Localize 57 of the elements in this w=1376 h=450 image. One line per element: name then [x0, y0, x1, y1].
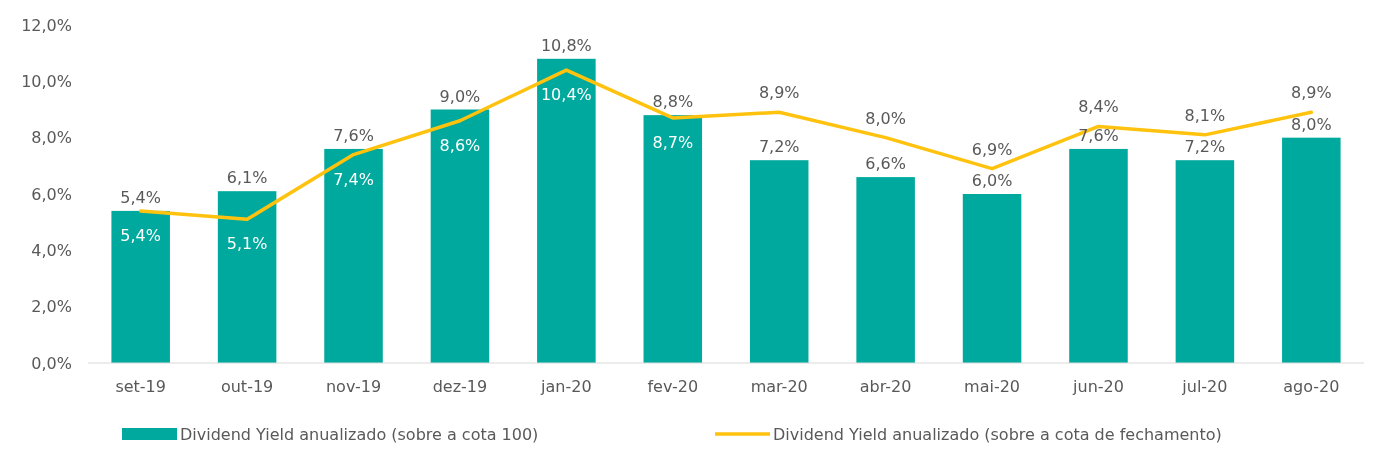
data-label: 5,4%	[120, 225, 162, 245]
x-tick-label: jun-20	[1072, 377, 1124, 396]
data-label: 7,2%	[758, 137, 800, 157]
x-tick-label: abr-20	[859, 377, 912, 396]
bar	[430, 109, 490, 363]
x-tick-label: dez-19	[432, 377, 488, 396]
data-label: 7,6%	[333, 125, 374, 145]
bar	[856, 177, 915, 363]
data-label: 9,0%	[439, 86, 481, 106]
data-label: 8,7%	[652, 132, 694, 152]
data-label: 7,6%	[1078, 125, 1119, 145]
y-tick-label: 6,0%	[31, 184, 72, 204]
legend-label: Dividend Yield anualizado (sobre a cota 100)	[180, 425, 539, 444]
bar	[1069, 148, 1128, 363]
bar	[111, 210, 170, 363]
bar	[749, 160, 809, 363]
data-label: 8,6%	[439, 135, 481, 155]
data-label: 8,9%	[1290, 83, 1332, 103]
legend-label: Dividend Yield anualizado (sobre a cota de fechamento)	[773, 425, 1222, 444]
data-label: 5,4%	[120, 187, 162, 207]
x-tick-label: set-19	[115, 377, 166, 396]
data-label: 6,1%	[226, 168, 268, 188]
data-label: 6,6%	[865, 154, 906, 174]
data-label: 8,0%	[865, 108, 906, 128]
data-label: 8,4%	[1078, 97, 1119, 117]
bar	[324, 148, 383, 363]
y-tick-label: 0,0%	[31, 353, 72, 373]
x-tick-label: mar-20	[750, 377, 808, 396]
data-label: 10,4%	[540, 85, 592, 105]
x-tick-label: mai-20	[964, 377, 1021, 396]
bar	[217, 191, 277, 363]
data-label: 6,9%	[971, 139, 1013, 159]
y-tick-label: 8,0%	[31, 128, 72, 148]
y-tick-label: 12,0%	[21, 15, 72, 35]
data-label: 7,2%	[1184, 137, 1226, 157]
data-label: 5,1%	[226, 234, 268, 254]
bar	[643, 115, 703, 363]
y-tick-label: 2,0%	[31, 297, 72, 317]
data-label: 8,8%	[652, 92, 694, 112]
x-tick-label: out-19	[220, 377, 274, 396]
x-tick-label: ago-20	[1283, 377, 1340, 396]
data-label: 7,4%	[333, 169, 374, 189]
data-label: 6,0%	[971, 171, 1013, 190]
x-tick-label: jul-20	[1181, 377, 1228, 396]
x-tick-label: jan-20	[540, 377, 592, 396]
data-label: 10,8%	[540, 35, 592, 55]
y-tick-label: 10,0%	[21, 71, 72, 91]
bar	[1175, 160, 1235, 363]
data-label: 8,0%	[1290, 114, 1332, 134]
bar	[537, 58, 596, 363]
x-tick-label: nov-19	[325, 377, 382, 396]
data-label: 8,1%	[1184, 105, 1226, 125]
y-tick-label: 4,0%	[31, 240, 72, 260]
bar	[1282, 137, 1341, 363]
x-tick-label: fev-20	[647, 377, 699, 396]
data-label: 8,9%	[758, 83, 800, 103]
bar	[962, 194, 1022, 363]
